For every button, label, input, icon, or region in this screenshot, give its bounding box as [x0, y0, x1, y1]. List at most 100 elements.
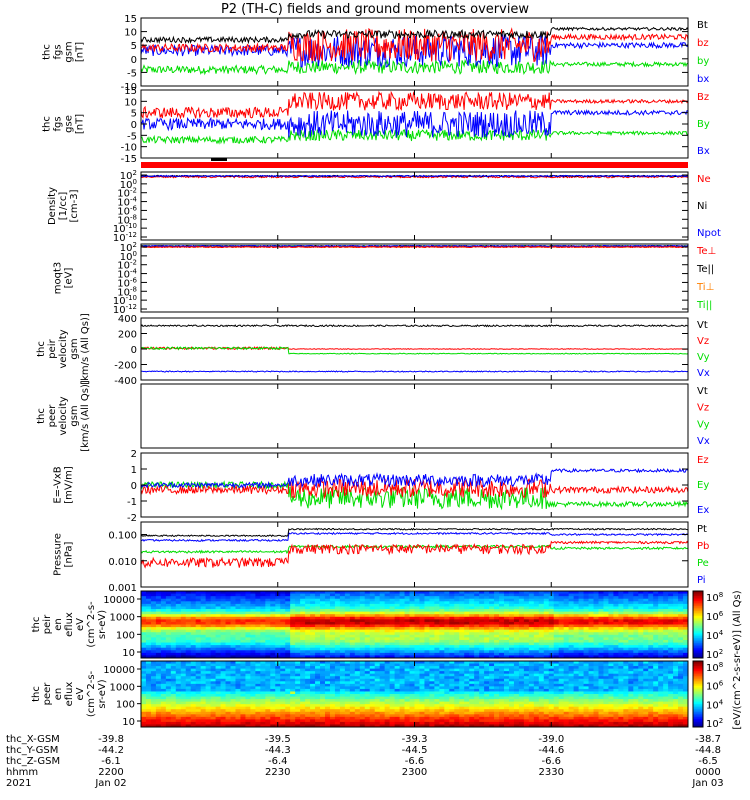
legend-entry: Pt: [697, 524, 707, 535]
panel-frame: [140, 171, 689, 241]
ephemeris-z: -6.1: [101, 756, 121, 767]
legend-entry: bz: [697, 38, 709, 49]
panel-y-label: sr-eV): [97, 679, 108, 708]
colorbar-tick: 102: [706, 717, 723, 730]
series-Vt: [140, 324, 689, 328]
y-tick-label: -200: [114, 361, 137, 372]
ephemeris-y: -44.6: [538, 745, 564, 756]
y-tick-label: 10000: [103, 665, 135, 676]
ephemeris-row-label: hhmm: [6, 767, 38, 778]
series-Ex: [140, 467, 689, 490]
legend-entry: Npot: [697, 228, 721, 239]
ephemeris-y: -44.8: [695, 745, 721, 756]
series-Bz: [140, 90, 689, 120]
y-tick-label: 2: [131, 449, 137, 460]
panel-y-label: gsm: [69, 405, 80, 426]
legend-entry: Te||: [696, 264, 714, 275]
panel-y-label: peir: [47, 338, 58, 358]
panel-frame: [140, 383, 689, 449]
colorbar: [692, 660, 704, 728]
ephemeris-z: -6.4: [268, 756, 288, 767]
series-bx: [140, 34, 689, 69]
legend-entry: Ni: [697, 201, 707, 212]
panel-y-label: thc: [31, 686, 42, 702]
flag-bar: [141, 162, 688, 168]
time-tick-label: 2300: [402, 767, 427, 778]
y-tick-label: 5: [131, 109, 137, 120]
ephemeris-z: -6.5: [698, 756, 718, 767]
y-tick-label: 10000: [103, 595, 135, 606]
panel-y-label: peer: [47, 404, 58, 428]
panel-y-label: Density: [47, 187, 58, 225]
legend-entry: Pe: [697, 558, 709, 569]
ephemeris-x: -39.8: [98, 734, 124, 745]
ephemeris-x: -39.5: [265, 734, 291, 745]
legend-entry: Pb: [697, 541, 709, 552]
ephemeris-x: -38.7: [695, 734, 721, 745]
date-label: Jan 03: [691, 778, 723, 789]
series-Pt: [140, 527, 688, 538]
legend-entry: Vt: [697, 386, 708, 397]
panel-y-label: en: [53, 618, 64, 631]
panel-y-label: velocity: [58, 396, 69, 435]
legend-entry: Pi: [697, 575, 706, 586]
panel-y-label: velocity: [58, 329, 69, 368]
panel-y-label: sr-eV): [97, 610, 108, 639]
y-tick-label: 10: [124, 97, 137, 108]
panel-y-label: [mV/m]: [64, 466, 75, 504]
legend-entry: Vz: [697, 403, 709, 414]
panel-y-label: [km/s (All Qs)]: [80, 313, 91, 385]
legend-entry: Ex: [697, 505, 709, 516]
y-tick-label: 0: [131, 481, 137, 492]
y-tick-label: 0.001: [108, 583, 137, 594]
ephemeris-z: -6.6: [405, 756, 425, 767]
y-tick-label: 0: [131, 120, 137, 131]
spectrogram-peer: [141, 661, 689, 728]
colorbar-tick: 108: [706, 661, 723, 674]
colorbar-tick: 102: [706, 648, 723, 661]
panel-y-label: [1/cc]: [58, 192, 69, 221]
spectrogram-peir: [141, 591, 689, 659]
legend-entry: Ti||: [696, 300, 712, 311]
y-tick-label: -5: [127, 68, 137, 79]
panel-frame: [140, 243, 689, 313]
ephemeris-row-label: thc_X-GSM: [6, 734, 60, 745]
y-tick-label: -5: [127, 131, 137, 142]
panel-y-label: [cm-3]: [69, 189, 80, 222]
panel-y-label: fgs: [53, 44, 64, 59]
panel-y-label: gse: [64, 115, 75, 133]
time-tick-label: 2330: [539, 767, 564, 778]
panel-y-label: peir: [42, 614, 53, 634]
panel-y-label: eV: [75, 618, 86, 631]
panel-y-label: (cm^2-s-: [86, 670, 97, 717]
y-tick-label: -400: [114, 376, 137, 387]
y-tick-label: -15: [121, 154, 137, 165]
series-bt: [140, 26, 689, 45]
series-Vy: [140, 346, 689, 355]
ephemeris-y: -44.3: [265, 745, 291, 756]
series-By: [140, 127, 689, 145]
legend-entry: Bx: [697, 146, 710, 157]
panel-y-label: [nPa]: [64, 541, 75, 567]
colorbar-tick: 106: [706, 610, 724, 623]
ephemeris-x: -39.3: [402, 734, 428, 745]
series-Pi: [140, 531, 689, 542]
legend-entry: bx: [697, 74, 709, 85]
legend-entry: Vx: [697, 436, 710, 447]
panel-y-label: [nT]: [75, 42, 86, 62]
y-tick-label: 400: [118, 314, 137, 325]
panel-y-label: en: [53, 688, 64, 701]
legend-entry: Vz: [697, 336, 709, 347]
panel-frame: [140, 521, 689, 588]
y-tick-label: 0.100: [108, 531, 137, 542]
panel-y-label: thc: [36, 408, 47, 424]
time-tick-label: 0000: [695, 767, 720, 778]
colorbar: [692, 590, 704, 659]
y-tick-label: 15: [124, 14, 137, 25]
legend-entry: Ti⊥: [696, 282, 714, 293]
time-tick-label: 2200: [98, 767, 123, 778]
panel-y-label: [eV]: [64, 268, 75, 289]
y-tick-label: 100: [116, 630, 135, 641]
legend-entry: Bz: [697, 92, 709, 103]
series-by: [140, 58, 689, 76]
